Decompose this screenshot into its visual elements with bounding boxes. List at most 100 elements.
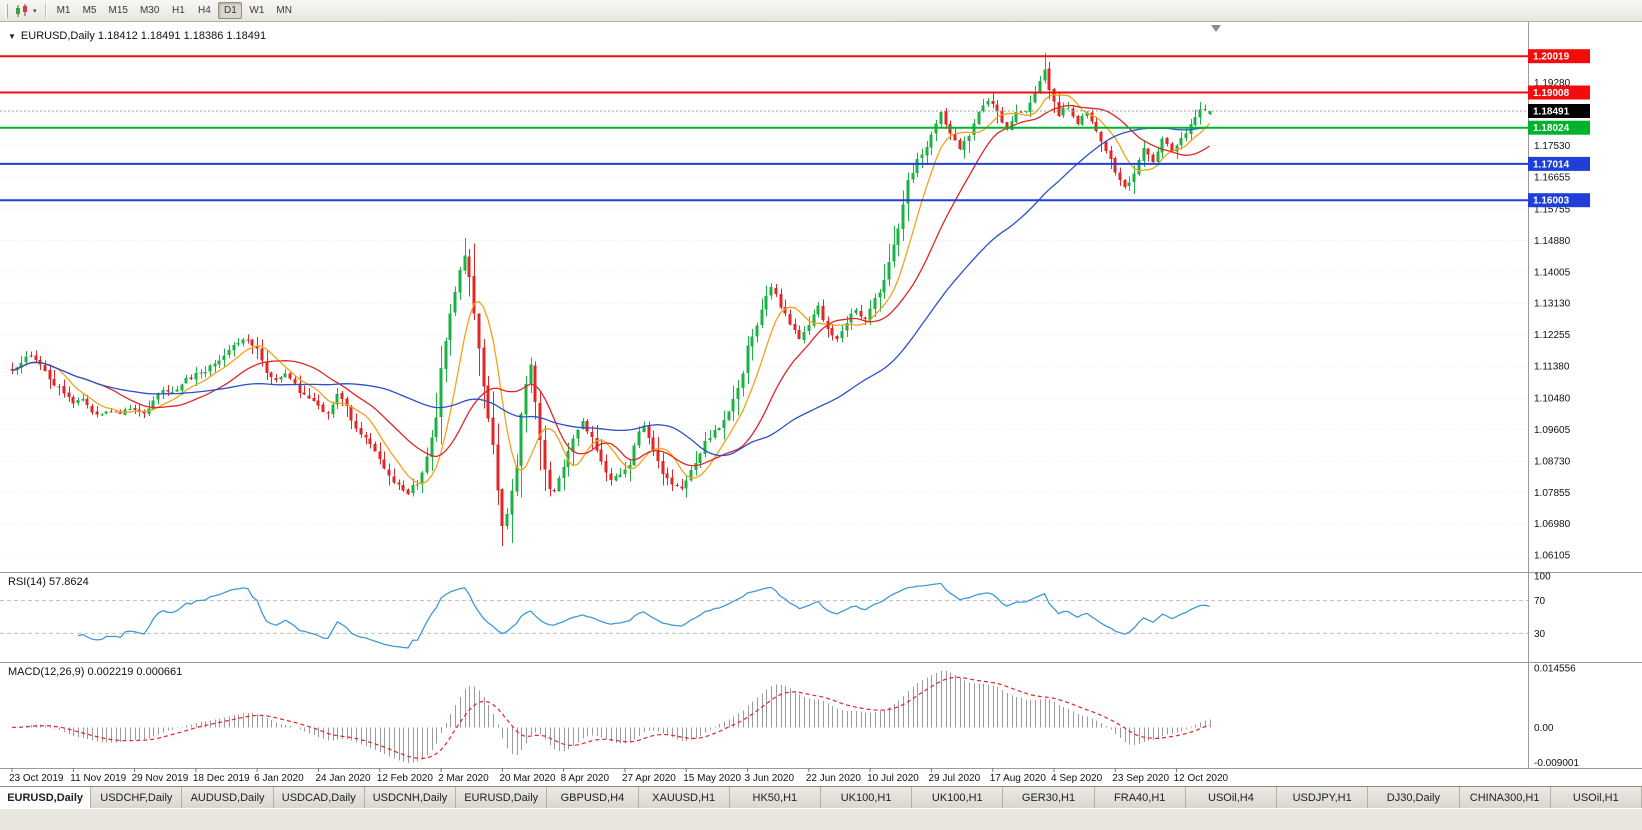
- timeframe-button-m5[interactable]: M5: [82, 5, 97, 16]
- svg-text:30: 30: [1534, 629, 1546, 640]
- svg-text:0.014556: 0.014556: [1534, 664, 1576, 675]
- svg-text:22 Jun 2020: 22 Jun 2020: [806, 773, 861, 784]
- svg-text:1.13130: 1.13130: [1534, 299, 1571, 310]
- chart-tab-10[interactable]: UK100,H1: [912, 787, 1004, 808]
- svg-text:1.16655: 1.16655: [1534, 172, 1571, 183]
- svg-text:10 Jul 2020: 10 Jul 2020: [867, 773, 919, 784]
- svg-text:1.07855: 1.07855: [1534, 488, 1571, 499]
- chart-tab-16[interactable]: CHINA300,H1: [1459, 787, 1551, 808]
- svg-text:23 Oct 2019: 23 Oct 2019: [9, 773, 64, 784]
- horizontal-lines-layer[interactable]: [0, 55, 1528, 202]
- svg-text:1.08730: 1.08730: [1534, 456, 1571, 467]
- chart-tab-6[interactable]: GBPUSD,H4: [547, 787, 639, 808]
- price-axis[interactable]: [1528, 22, 1642, 768]
- svg-text:1.16003: 1.16003: [1533, 196, 1570, 207]
- svg-text:1.15755: 1.15755: [1534, 205, 1571, 216]
- timeframe-button-m15[interactable]: M15: [108, 5, 128, 16]
- chart-tab-17[interactable]: USOil,H1: [1550, 787, 1642, 808]
- chart-tab-11[interactable]: GER30,H1: [1003, 787, 1095, 808]
- svg-text:24 Jan 2020: 24 Jan 2020: [315, 773, 370, 784]
- svg-text:70: 70: [1534, 596, 1546, 607]
- svg-text:4 Sep 2020: 4 Sep 2020: [1051, 773, 1103, 784]
- svg-text:1.09605: 1.09605: [1534, 425, 1571, 436]
- chart-collapse-icon[interactable]: ▼: [8, 32, 16, 41]
- svg-text:1.20019: 1.20019: [1533, 52, 1570, 63]
- time-axis-labels: 23 Oct 2019 11 Nov 2019 29 Nov 2019 18 Dec …: [9, 768, 1229, 784]
- chart-tab-1[interactable]: USDCHF,Daily: [91, 787, 183, 808]
- svg-text:-0.009001: -0.009001: [1534, 758, 1579, 769]
- chart-tab-9[interactable]: UK100,H1: [820, 787, 913, 808]
- macd-signal-line: [12, 676, 1210, 760]
- timeframe-buttons: M1 M5 M15 M30 H1 H4 D1 W1 MN: [51, 2, 298, 19]
- macd-axis-labels: 0.014556 0.00 -0.009001: [1534, 664, 1579, 770]
- svg-text:17 Aug 2020: 17 Aug 2020: [990, 773, 1047, 784]
- ma-line-50: [11, 126, 1210, 457]
- rsi-line: [77, 582, 1210, 649]
- svg-text:12 Feb 2020: 12 Feb 2020: [377, 773, 434, 784]
- timeframe-toolbar: ▾ M1 M5 M15 M30 H1 H4 D1 W1 MN: [0, 0, 1642, 22]
- svg-text:6 Jan 2020: 6 Jan 2020: [254, 773, 304, 784]
- price-gridlines: [0, 82, 1528, 556]
- chart-tab-0[interactable]: EURUSD,Daily: [0, 787, 92, 808]
- chart-tab-5[interactable]: EURUSD,Daily: [456, 787, 548, 808]
- svg-text:100: 100: [1534, 572, 1551, 583]
- toolbar-grip[interactable]: [5, 3, 8, 18]
- chart-tab-15[interactable]: DJ30,Daily: [1368, 787, 1460, 808]
- chart-tab-2[interactable]: AUDUSD,Daily: [182, 787, 274, 808]
- svg-text:29 Nov 2019: 29 Nov 2019: [132, 773, 189, 784]
- timeframe-button-h4[interactable]: H4: [198, 5, 211, 16]
- chart-tab-8[interactable]: HK50,H1: [729, 787, 821, 808]
- chart-tab-14[interactable]: USDJPY,H1: [1277, 787, 1369, 808]
- svg-text:1.17530: 1.17530: [1534, 141, 1571, 152]
- svg-text:1.14880: 1.14880: [1534, 236, 1571, 247]
- timeframe-button-mn[interactable]: MN: [276, 5, 292, 16]
- chevron-down-icon[interactable]: ▾: [33, 7, 37, 15]
- ma-line-8: [11, 94, 1211, 485]
- svg-text:15 May 2020: 15 May 2020: [683, 773, 741, 784]
- time-axis[interactable]: [0, 768, 1528, 786]
- timeframe-button-m1[interactable]: M1: [56, 5, 71, 16]
- svg-text:1.06980: 1.06980: [1534, 519, 1571, 530]
- svg-text:1.06105: 1.06105: [1534, 551, 1571, 562]
- svg-text:1.17014: 1.17014: [1533, 159, 1570, 170]
- panel-separators: [0, 22, 1642, 769]
- chart-title: EURUSD,Daily 1.18412 1.18491 1.18386 1.1…: [20, 30, 267, 42]
- chart-tab-4[interactable]: USDCNH,Daily: [364, 787, 457, 808]
- timeframe-button-d1[interactable]: D1: [218, 2, 243, 19]
- svg-text:1.19280: 1.19280: [1534, 78, 1571, 89]
- svg-text:11 Nov 2019: 11 Nov 2019: [70, 773, 126, 784]
- candlestick-chart-icon[interactable]: [14, 3, 30, 18]
- chart-tabs: EURUSD,Daily USDCHF,Daily AUDUSD,Daily USDC…: [0, 786, 1642, 808]
- status-bar: [0, 808, 1642, 830]
- timeframe-button-m30[interactable]: M30: [139, 5, 160, 16]
- rsi-label: RSI(14) 57.8624: [8, 576, 89, 588]
- macd-label: MACD(12,26,9) 0.002219 0.000661: [8, 666, 183, 678]
- svg-text:8 Apr 2020: 8 Apr 2020: [561, 773, 610, 784]
- rsi-level-lines: [0, 600, 1528, 634]
- price-tags: 1.20019 1.19008 1.18491 1.18024 1.17014 1.160…: [1528, 49, 1590, 208]
- svg-text:27 Apr 2020: 27 Apr 2020: [622, 773, 676, 784]
- chart-tab-13[interactable]: USOil,H4: [1185, 787, 1278, 808]
- svg-text:2 Mar 2020: 2 Mar 2020: [438, 773, 489, 784]
- svg-text:23 Sep 2020: 23 Sep 2020: [1112, 773, 1169, 784]
- chart-shift-marker[interactable]: [1211, 25, 1221, 32]
- chart-title-row: ▼ EURUSD,Daily 1.18412 1.18491 1.18386 1.…: [8, 30, 266, 42]
- svg-text:29 Jul 2020: 29 Jul 2020: [928, 773, 980, 784]
- chart-tab-3[interactable]: USDCAD,Daily: [273, 787, 365, 808]
- svg-text:20 Mar 2020: 20 Mar 2020: [499, 773, 556, 784]
- timeframe-button-h1[interactable]: H1: [172, 5, 185, 16]
- ma-line-20: [11, 104, 1210, 467]
- chart-tab-7[interactable]: XAUUSD,H1: [638, 787, 730, 808]
- svg-text:1.12255: 1.12255: [1534, 330, 1571, 341]
- svg-text:12 Oct 2020: 12 Oct 2020: [1174, 773, 1229, 784]
- timeframe-button-w1[interactable]: W1: [249, 5, 265, 16]
- svg-text:1.19008: 1.19008: [1533, 88, 1570, 99]
- macd-histogram: [16, 671, 1212, 763]
- rsi-axis-labels: 100 70 30: [1534, 572, 1551, 640]
- svg-text:1.18024: 1.18024: [1533, 123, 1570, 134]
- toolbar-separator: [44, 2, 46, 19]
- svg-text:1.11380: 1.11380: [1534, 361, 1570, 372]
- chart-tab-12[interactable]: FRA40,H1: [1094, 787, 1186, 808]
